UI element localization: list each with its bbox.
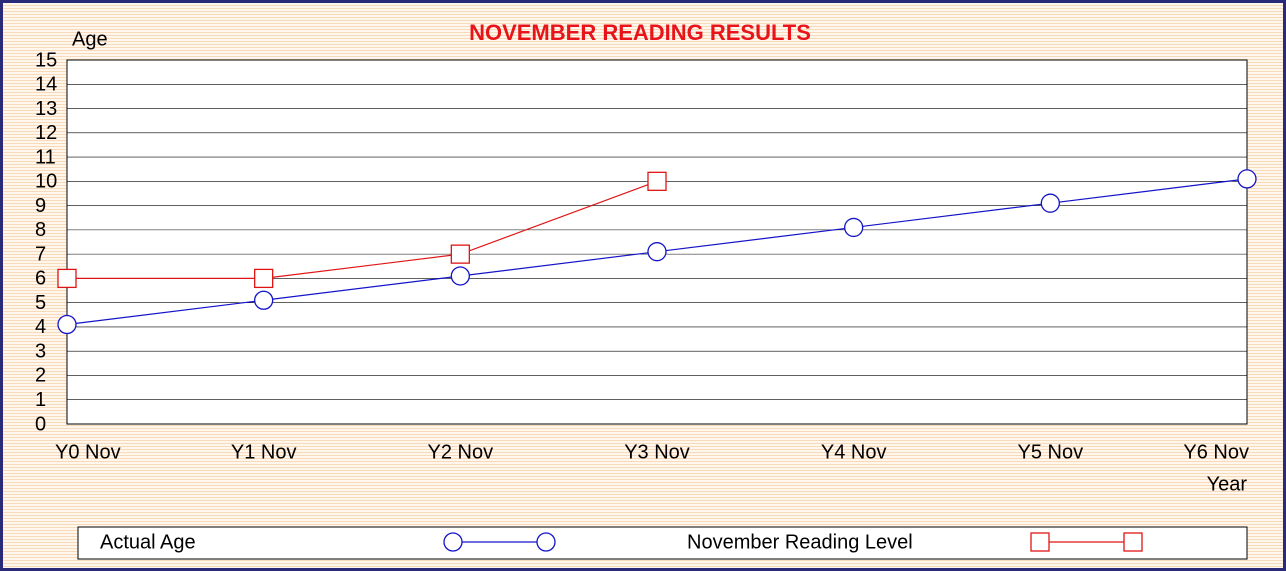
marker bbox=[57, 268, 77, 289]
marker bbox=[1237, 169, 1257, 189]
y-tick-label: 12 bbox=[35, 122, 57, 144]
y-tick-label: 15 bbox=[35, 49, 57, 71]
marker bbox=[647, 242, 667, 262]
x-axis-label: Year bbox=[1207, 473, 1248, 495]
x-tick-label: Y3 Nov bbox=[624, 441, 690, 463]
marker bbox=[844, 217, 864, 238]
y-tick-label: 0 bbox=[35, 413, 46, 435]
y-tick-label: 2 bbox=[35, 365, 46, 387]
marker bbox=[647, 171, 667, 191]
y-tick-label: 4 bbox=[35, 316, 46, 338]
y-tick-label: 13 bbox=[35, 98, 57, 120]
x-tick-label: Y0 Nov bbox=[55, 441, 121, 463]
y-tick-label: 10 bbox=[35, 171, 57, 193]
y-axis-label: Age bbox=[72, 28, 108, 50]
y-tick-label: 3 bbox=[35, 340, 46, 362]
marker bbox=[57, 314, 77, 335]
x-tick-label: Y5 Nov bbox=[1018, 441, 1084, 463]
legend-marker bbox=[443, 532, 463, 552]
marker bbox=[450, 266, 470, 286]
marker bbox=[254, 268, 274, 289]
y-tick-label: 8 bbox=[35, 219, 46, 241]
x-tick-label: Y6 Nov bbox=[1183, 441, 1249, 463]
y-tick-label: 5 bbox=[35, 292, 46, 314]
x-tick-label: Y2 Nov bbox=[428, 441, 494, 463]
y-tick-label: 6 bbox=[35, 268, 46, 290]
marker bbox=[254, 290, 274, 310]
y-tick-label: 11 bbox=[35, 146, 56, 168]
chart-title: NOVEMBER READING RESULTS bbox=[469, 20, 811, 45]
y-tick-label: 7 bbox=[35, 243, 46, 265]
legend-marker bbox=[536, 532, 556, 552]
y-tick-label: 14 bbox=[35, 74, 57, 96]
marker bbox=[450, 244, 470, 264]
legend-label: Actual Age bbox=[100, 531, 196, 553]
marker bbox=[1040, 193, 1060, 213]
x-tick-label: Y1 Nov bbox=[231, 441, 297, 463]
legend-label: November Reading Level bbox=[687, 531, 913, 553]
series-line bbox=[67, 180, 658, 279]
legend-marker bbox=[1123, 532, 1143, 552]
y-tick-label: 1 bbox=[35, 389, 46, 411]
y-tick-label: 9 bbox=[35, 195, 46, 217]
x-tick-label: Y4 Nov bbox=[821, 441, 887, 463]
legend-marker bbox=[1030, 532, 1050, 552]
plot-area bbox=[66, 59, 1248, 425]
legend-box bbox=[77, 526, 1248, 560]
